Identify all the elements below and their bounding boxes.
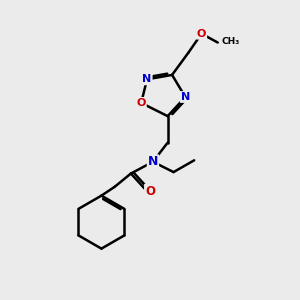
Text: O: O <box>197 29 206 39</box>
Text: CH₃: CH₃ <box>221 37 239 46</box>
Text: N: N <box>148 155 158 168</box>
Text: N: N <box>142 74 152 84</box>
Text: N: N <box>181 92 190 102</box>
Text: O: O <box>145 185 155 198</box>
Text: O: O <box>136 98 146 108</box>
